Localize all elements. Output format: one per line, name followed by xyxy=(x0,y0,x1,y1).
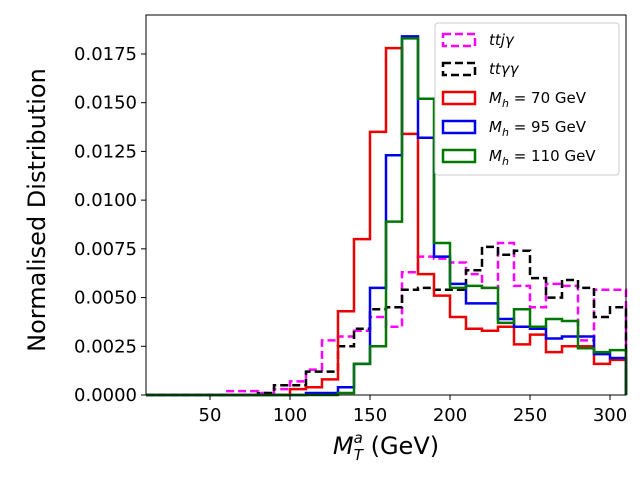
series-line-1 xyxy=(146,245,628,397)
plot-frame xyxy=(145,14,627,396)
x-tick-label: 300 xyxy=(593,405,627,426)
legend-box xyxy=(434,22,620,176)
y-tick-label: 0.0075 xyxy=(74,239,137,260)
legend-swatch xyxy=(441,32,477,48)
x-axis-label-unit: (GeV) xyxy=(363,432,439,460)
x-axis-ticks: 50 100 150 200 250 300 xyxy=(199,395,627,426)
x-tick-label: 150 xyxy=(353,405,387,426)
y-tick-label: 0.0050 xyxy=(74,288,137,309)
x-axis-label-sup: a xyxy=(354,429,363,447)
y-tick-label: 0.0150 xyxy=(74,93,137,114)
legend-swatch xyxy=(441,61,477,77)
y-tick-label: 0.0175 xyxy=(74,44,137,65)
legend-swatch xyxy=(441,90,477,106)
x-tick-label: 50 xyxy=(199,405,222,426)
legend-entry-label: ttjγ xyxy=(489,31,515,49)
legend-swatch xyxy=(441,148,477,164)
legend-entry-label: ttγγ xyxy=(489,60,520,78)
legend-swatch xyxy=(441,119,477,135)
y-axis-ticks: 0.0000 0.0025 0.0050 0.0075 0.0100 0.0125 0.01… xyxy=(74,44,146,406)
x-tick-label: 250 xyxy=(513,405,547,426)
legend-entry-label: Mh = 95 GeV xyxy=(489,118,587,139)
legend-entry-label: Mh = 70 GeV xyxy=(489,89,587,110)
x-axis-label-main: M xyxy=(333,432,354,460)
x-tick-label: 100 xyxy=(273,405,307,426)
y-axis-label: Normalised Distribution xyxy=(23,68,51,352)
legend: ttjγ ttγγ Mh = 70 GeV Mh = 95 GeV Mh = 110 G… xyxy=(434,22,620,176)
x-tick-label: 200 xyxy=(433,405,467,426)
y-tick-label: 0.0000 xyxy=(74,385,137,406)
series-line-0 xyxy=(146,241,628,397)
x-axis-label: Ma T (GeV) xyxy=(333,429,439,464)
x-axis-label-sub: T xyxy=(354,446,365,464)
y-tick-label: 0.0125 xyxy=(74,141,137,162)
y-tick-label: 0.0025 xyxy=(74,336,137,357)
legend-entry-label: Mh = 110 GeV xyxy=(489,147,596,168)
y-tick-label: 0.0100 xyxy=(74,190,137,211)
